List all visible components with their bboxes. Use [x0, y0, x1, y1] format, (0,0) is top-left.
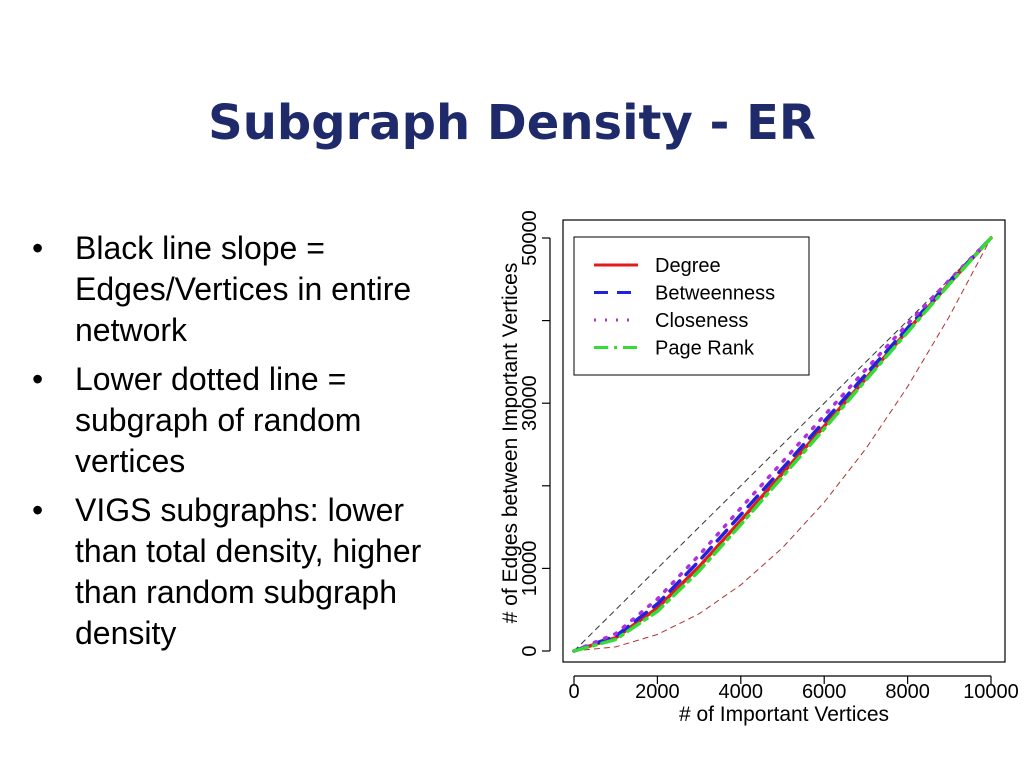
x-tick-label: 6000 — [802, 681, 847, 703]
x-tick-label: 4000 — [719, 681, 764, 703]
x-tick-label: 8000 — [885, 681, 930, 703]
legend-label: Degree — [655, 255, 721, 277]
x-axis-title: # of Important Vertices — [679, 703, 889, 726]
legend-label: Closeness — [655, 310, 748, 332]
bullet-list: • Black line slope = Edges/Vertices in en… — [30, 228, 440, 662]
legend: Degree Betweenness Closeness Page Rank — [573, 236, 810, 376]
x-tick-label: 10000 — [963, 681, 1019, 703]
y-tick-label: 30000 — [519, 375, 541, 431]
series-lines — [572, 236, 993, 653]
y-tick-label: 50000 — [519, 210, 541, 266]
series-line-closeness — [572, 236, 993, 653]
legend-label: Betweenness — [655, 283, 775, 305]
slide-title: Subgraph Density - ER — [208, 95, 816, 151]
legend-label: Page Rank — [655, 338, 755, 360]
bullet-item: • Lower dotted line = subgraph of random … — [30, 359, 440, 482]
series-line-page-rank — [572, 236, 993, 653]
x-tick-label: 0 — [568, 681, 579, 703]
bullet-dot-icon: • — [32, 492, 44, 528]
reference-line-2 — [573, 237, 992, 652]
x-tick-label: 2000 — [635, 681, 680, 703]
y-tick-label: 0 — [519, 645, 541, 656]
y-axis-title: # of Edges between Important Vertices — [499, 263, 522, 624]
y-tick-label: 10000 — [519, 541, 541, 597]
bullet-item: • Black line slope = Edges/Vertices in en… — [30, 228, 440, 351]
bullet-text: Lower dotted line = subgraph of random v… — [75, 361, 362, 479]
x-axis: 0 2000 4000 6000 8000 10000 — [568, 675, 1019, 703]
legend-box — [573, 236, 810, 376]
series-line-betweenness — [572, 236, 993, 653]
reference-line-1 — [573, 237, 992, 652]
bullet-dot-icon: • — [32, 230, 44, 266]
bullet-dot-icon: • — [32, 361, 44, 397]
bullet-text: VIGS subgraphs: lower than total density… — [75, 492, 422, 651]
bullet-text: Black line slope = Edges/Vertices in ent… — [75, 230, 412, 348]
y-axis: 0 10000 30000 50000 — [519, 210, 551, 657]
reference-lines — [573, 237, 992, 652]
plot-frame — [562, 219, 1006, 663]
density-chart: 0 2000 4000 6000 8000 10000 0100003000050000 … — [499, 210, 1019, 726]
bullet-item: • VIGS subgraphs: lower than total densit… — [30, 490, 440, 654]
